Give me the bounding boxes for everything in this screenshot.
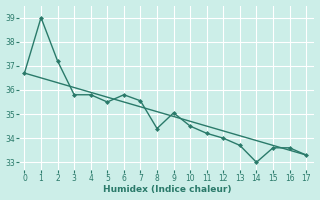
X-axis label: Humidex (Indice chaleur): Humidex (Indice chaleur) xyxy=(103,185,231,194)
